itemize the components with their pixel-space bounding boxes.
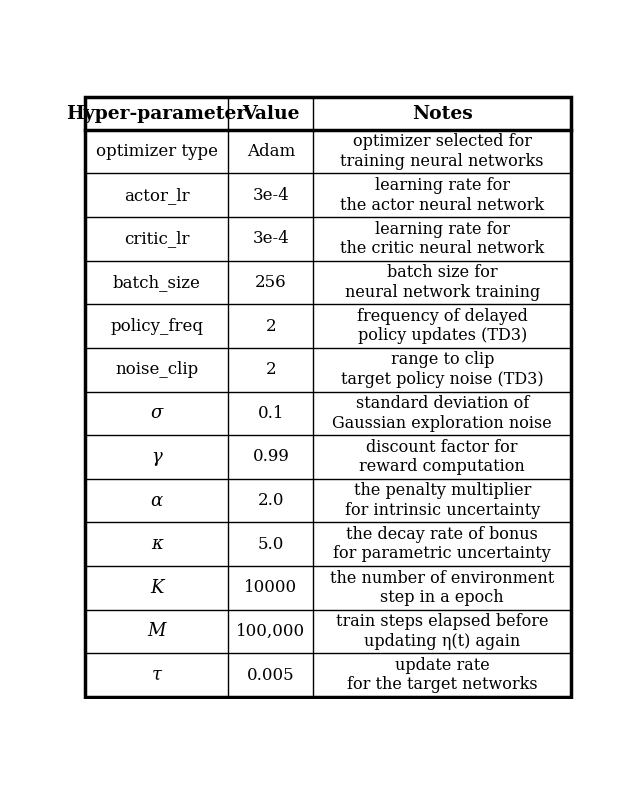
Text: 3e-4: 3e-4 [253,230,289,247]
Text: Value: Value [242,104,300,122]
Bar [85,217,571,261]
Text: actor_lr: actor_lr [124,187,189,204]
Text: critic_lr: critic_lr [124,230,189,247]
Bar [85,130,571,173]
Text: noise_clip: noise_clip [115,361,198,378]
Text: M: M [147,623,166,641]
Bar [85,653,571,697]
Text: 256: 256 [255,274,287,291]
Text: Hyper-parameter: Hyper-parameter [67,104,247,122]
Text: range to clip
target policy noise (TD3): range to clip target policy noise (TD3) [341,352,543,388]
Bar [85,435,571,479]
Bar [85,305,571,348]
Bar [85,392,571,435]
Text: learning rate for
the critic neural network: learning rate for the critic neural netw… [340,221,545,257]
Text: 3e-4: 3e-4 [253,187,289,204]
Bar [85,610,571,653]
Text: frequency of delayed
policy updates (TD3): frequency of delayed policy updates (TD3… [356,308,527,345]
Bar [85,348,571,392]
Text: optimizer type: optimizer type [95,143,218,160]
Text: train steps elapsed before
updating η(t) again: train steps elapsed before updating η(t)… [336,613,548,650]
Bar [85,479,571,522]
Text: σ: σ [150,404,163,422]
Text: τ: τ [152,666,162,684]
Text: batch_size: batch_size [113,274,200,291]
Text: learning rate for
the actor neural network: learning rate for the actor neural netwo… [340,177,544,214]
Text: 0.99: 0.99 [252,448,289,466]
Text: 0.005: 0.005 [247,666,294,684]
Text: κ: κ [151,535,163,553]
Text: K: K [150,579,163,597]
Bar [85,522,571,566]
Text: γ: γ [151,448,162,466]
Text: 0.1: 0.1 [258,405,284,422]
Text: optimizer selected for
training neural networks: optimizer selected for training neural n… [340,133,544,170]
Text: the decay rate of bonus
for parametric uncertainty: the decay rate of bonus for parametric u… [333,526,551,563]
Text: standard deviation of
Gaussian exploration noise: standard deviation of Gaussian explorati… [332,395,552,432]
Text: the number of environment
step in a epoch: the number of environment step in a epoc… [330,569,554,606]
Text: α: α [150,491,163,509]
Text: batch size for
neural network training: batch size for neural network training [344,265,540,301]
Bar [85,97,571,130]
Text: 100,000: 100,000 [236,623,305,640]
Text: policy_freq: policy_freq [110,318,203,334]
Text: discount factor for
reward computation: discount factor for reward computation [359,439,525,475]
Bar [85,261,571,305]
Text: Notes: Notes [412,104,472,122]
Text: the penalty multiplier
for intrinsic uncertainty: the penalty multiplier for intrinsic unc… [344,482,540,519]
Text: 5.0: 5.0 [258,535,284,553]
Text: update rate
for the target networks: update rate for the target networks [347,657,538,693]
Text: 2.0: 2.0 [258,492,284,509]
Bar [85,173,571,217]
Bar [85,566,571,610]
Text: 10000: 10000 [244,579,298,597]
Text: 2: 2 [266,361,276,378]
Text: Adam: Adam [247,143,295,160]
Text: 2: 2 [266,318,276,334]
